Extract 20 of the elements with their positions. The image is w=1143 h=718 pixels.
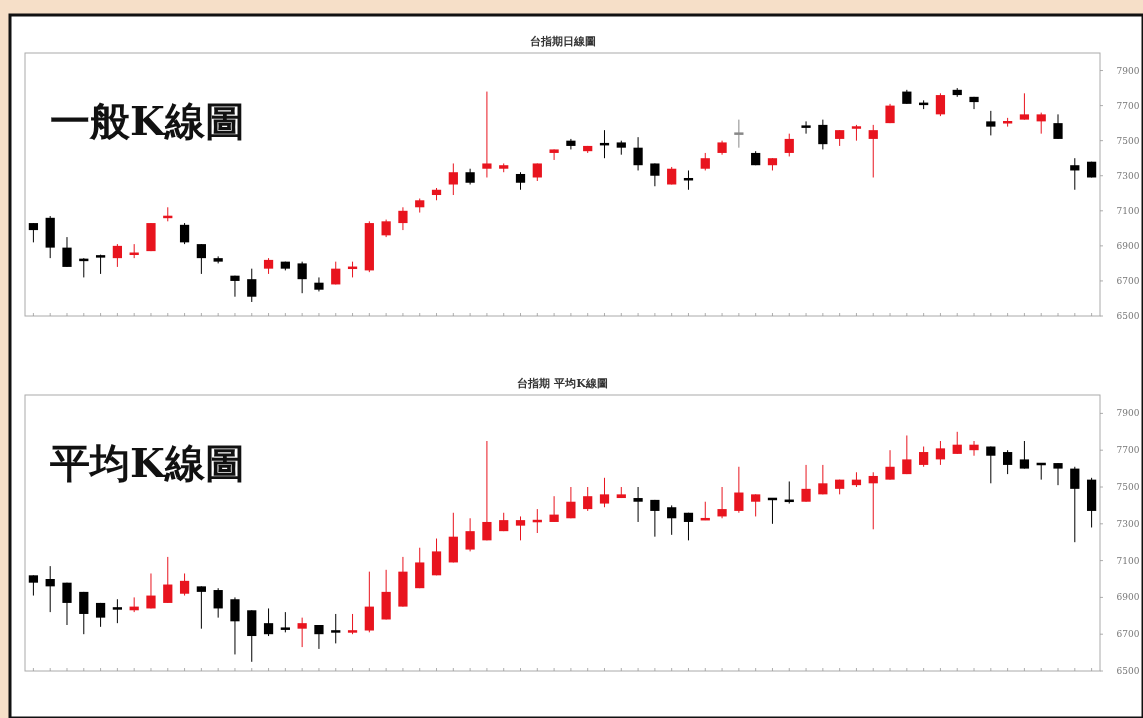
- y-tick-label: 7700: [1116, 445, 1140, 456]
- y-tick-label: 7500: [1116, 135, 1140, 146]
- y-tick-label: 6700: [1116, 629, 1140, 640]
- y-tick-label: 6700: [1116, 275, 1140, 286]
- y-tick-label: 7900: [1116, 65, 1140, 76]
- y-tick-label: 6900: [1116, 592, 1140, 603]
- y-tick-label: 7100: [1116, 555, 1140, 566]
- chart-title: 台指期 平均K線圖: [517, 377, 608, 390]
- y-tick-label: 6500: [1116, 311, 1140, 321]
- y-tick-label: 7300: [1116, 518, 1140, 529]
- y-tick-label: 7700: [1116, 100, 1140, 111]
- y-tick-label: 6500: [1116, 666, 1140, 676]
- chart-title: 台指期日線圖: [529, 35, 596, 48]
- y-tick-label: 6900: [1116, 240, 1140, 251]
- y-tick-label: 7300: [1116, 170, 1140, 181]
- y-tick-label: 7500: [1116, 482, 1140, 492]
- annotation: 平均K線圖: [49, 439, 245, 486]
- y-tick-label: 7900: [1116, 408, 1140, 419]
- y-tick-label: 7100: [1116, 205, 1140, 216]
- annotation: 一般K線圖: [50, 97, 245, 144]
